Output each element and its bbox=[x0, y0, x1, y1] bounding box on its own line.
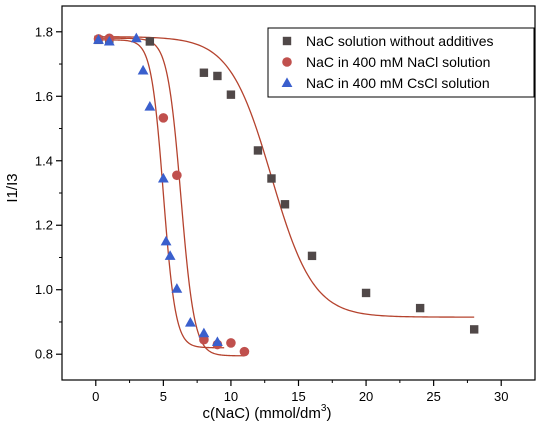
triangle-point bbox=[184, 317, 196, 327]
y-tick-label: 1.0 bbox=[35, 282, 53, 297]
legend-label: NaC solution without additives bbox=[306, 33, 494, 49]
legend-marker bbox=[282, 57, 292, 67]
square-point bbox=[253, 146, 263, 155]
fit-curve bbox=[95, 37, 245, 357]
circle-point bbox=[158, 113, 169, 123]
y-axis-ticks: 0.8 1.0 1.2 1.4 1.6 1.8 bbox=[35, 24, 62, 362]
circle-point bbox=[199, 334, 209, 345]
fit-curve bbox=[95, 39, 225, 349]
square-point bbox=[145, 37, 155, 46]
square-point bbox=[213, 71, 222, 81]
x-axis-ticks: 0 5 10 15 20 25 30 bbox=[92, 380, 508, 404]
triangle-point bbox=[164, 250, 176, 260]
square-point bbox=[226, 90, 236, 99]
square-point bbox=[307, 251, 317, 261]
triangle-point bbox=[212, 336, 223, 346]
triangle-point bbox=[137, 64, 149, 75]
legend-marker bbox=[282, 36, 292, 46]
triangle-point bbox=[160, 235, 172, 246]
triangle-point bbox=[171, 283, 183, 293]
y-tick-label: 1.8 bbox=[35, 24, 53, 39]
square-point bbox=[415, 303, 425, 313]
triangle-point bbox=[144, 100, 156, 111]
square-point bbox=[361, 288, 371, 298]
legend-label: NaC in 400 mM CsCl solution bbox=[306, 75, 490, 91]
square-point bbox=[469, 325, 479, 334]
fit-curve bbox=[95, 36, 475, 318]
legend: NaC solution without additives NaC in 400… bbox=[267, 27, 535, 98]
triangle-point bbox=[198, 327, 210, 338]
data-points bbox=[93, 32, 479, 357]
square-point bbox=[267, 174, 276, 183]
square-point bbox=[280, 200, 290, 209]
y-tick-label: 1.2 bbox=[35, 218, 53, 233]
x-tick-label: 5 bbox=[160, 389, 167, 404]
square-point bbox=[199, 68, 209, 77]
circle-point bbox=[239, 346, 250, 357]
legend-label: NaC in 400 mM NaCl solution bbox=[306, 54, 490, 70]
triangle-point bbox=[157, 172, 169, 183]
x-tick-label: 15 bbox=[291, 389, 305, 404]
x-tick-label: 10 bbox=[224, 389, 238, 404]
circle-point bbox=[172, 170, 182, 181]
triangle-point bbox=[103, 35, 115, 46]
triangle-point bbox=[130, 32, 142, 43]
x-tick-label: 25 bbox=[426, 389, 440, 404]
y-tick-label: 1.6 bbox=[35, 89, 53, 104]
y-tick-label: 0.8 bbox=[35, 347, 53, 362]
circle-point bbox=[226, 338, 236, 348]
legend-box bbox=[267, 27, 535, 98]
x-tick-label: 30 bbox=[494, 389, 508, 404]
y-tick-label: 1.4 bbox=[35, 153, 53, 168]
x-tick-label: 0 bbox=[92, 389, 99, 404]
legend-marker bbox=[281, 77, 293, 87]
x-axis-title: c(NaC) (mmol/dm3) bbox=[203, 403, 332, 422]
fit-curves bbox=[95, 36, 475, 357]
x-tick-label: 20 bbox=[359, 389, 373, 404]
y-axis-title: I1/I3 bbox=[4, 173, 21, 202]
triangle-point bbox=[93, 34, 104, 44]
